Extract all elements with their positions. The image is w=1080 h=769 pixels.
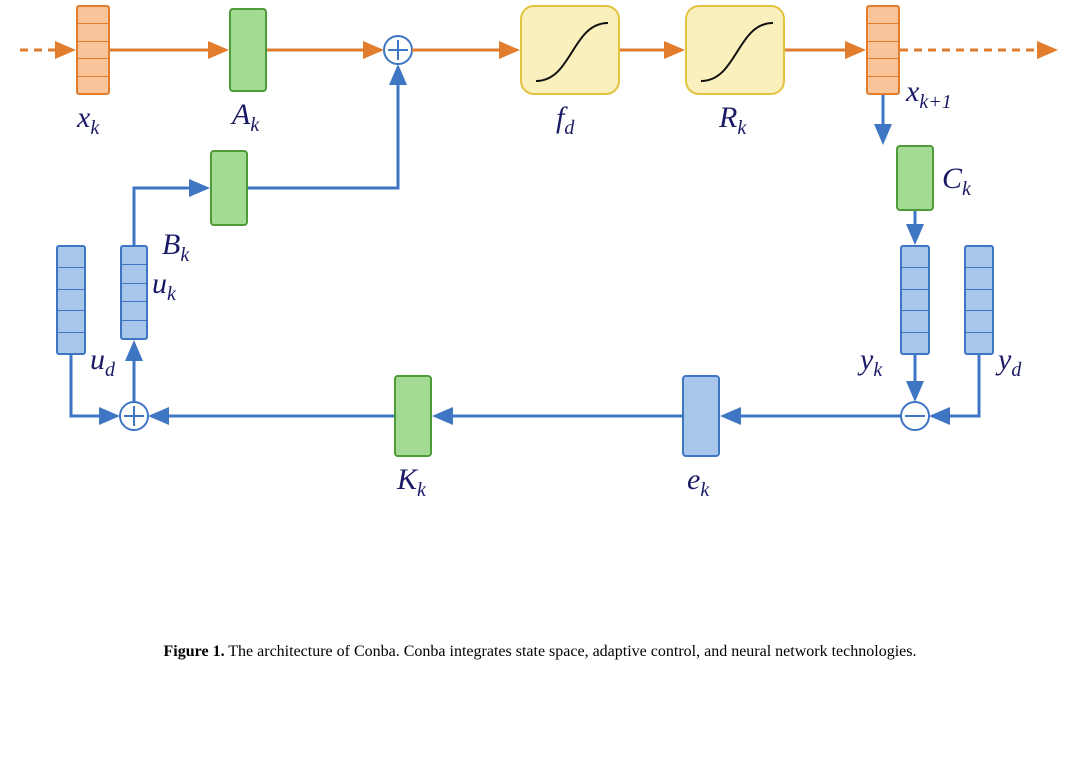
label-Ak: Ak bbox=[232, 100, 259, 135]
label-xk1: xk+1 bbox=[906, 77, 952, 112]
label-fd: fd bbox=[556, 103, 574, 138]
label-Ck: Ck bbox=[942, 164, 971, 199]
block-Ak bbox=[229, 8, 267, 92]
activation-Rk bbox=[685, 5, 785, 95]
block-Ck bbox=[896, 145, 934, 211]
sum-node-2 bbox=[120, 402, 148, 430]
caption-prefix: Figure 1. bbox=[164, 643, 225, 660]
figure-caption: Figure 1. The architecture of Conba. Con… bbox=[0, 640, 1080, 663]
vector-yk bbox=[900, 245, 930, 355]
vector-xk1 bbox=[866, 5, 900, 95]
activation-fd bbox=[520, 5, 620, 95]
caption-text: The architecture of Conba. Conba integra… bbox=[225, 643, 917, 660]
label-uk: uk bbox=[152, 269, 176, 304]
label-Kk: Kk bbox=[397, 465, 426, 500]
diff-node bbox=[901, 402, 929, 430]
vector-xk bbox=[76, 5, 110, 95]
label-yk: yk bbox=[860, 345, 882, 380]
label-yd: yd bbox=[998, 345, 1021, 380]
label-xk: xk bbox=[77, 103, 99, 138]
vector-uk bbox=[120, 245, 148, 340]
label-Bk: Bk bbox=[162, 230, 189, 265]
label-ud: ud bbox=[90, 345, 115, 380]
label-ek: ek bbox=[687, 465, 709, 500]
block-Kk bbox=[394, 375, 432, 457]
block-Bk bbox=[210, 150, 248, 226]
sum-node-1 bbox=[384, 36, 412, 64]
vector-yd bbox=[964, 245, 994, 355]
label-Rk: Rk bbox=[719, 103, 746, 138]
block-ek bbox=[682, 375, 720, 457]
vector-ud bbox=[56, 245, 86, 355]
